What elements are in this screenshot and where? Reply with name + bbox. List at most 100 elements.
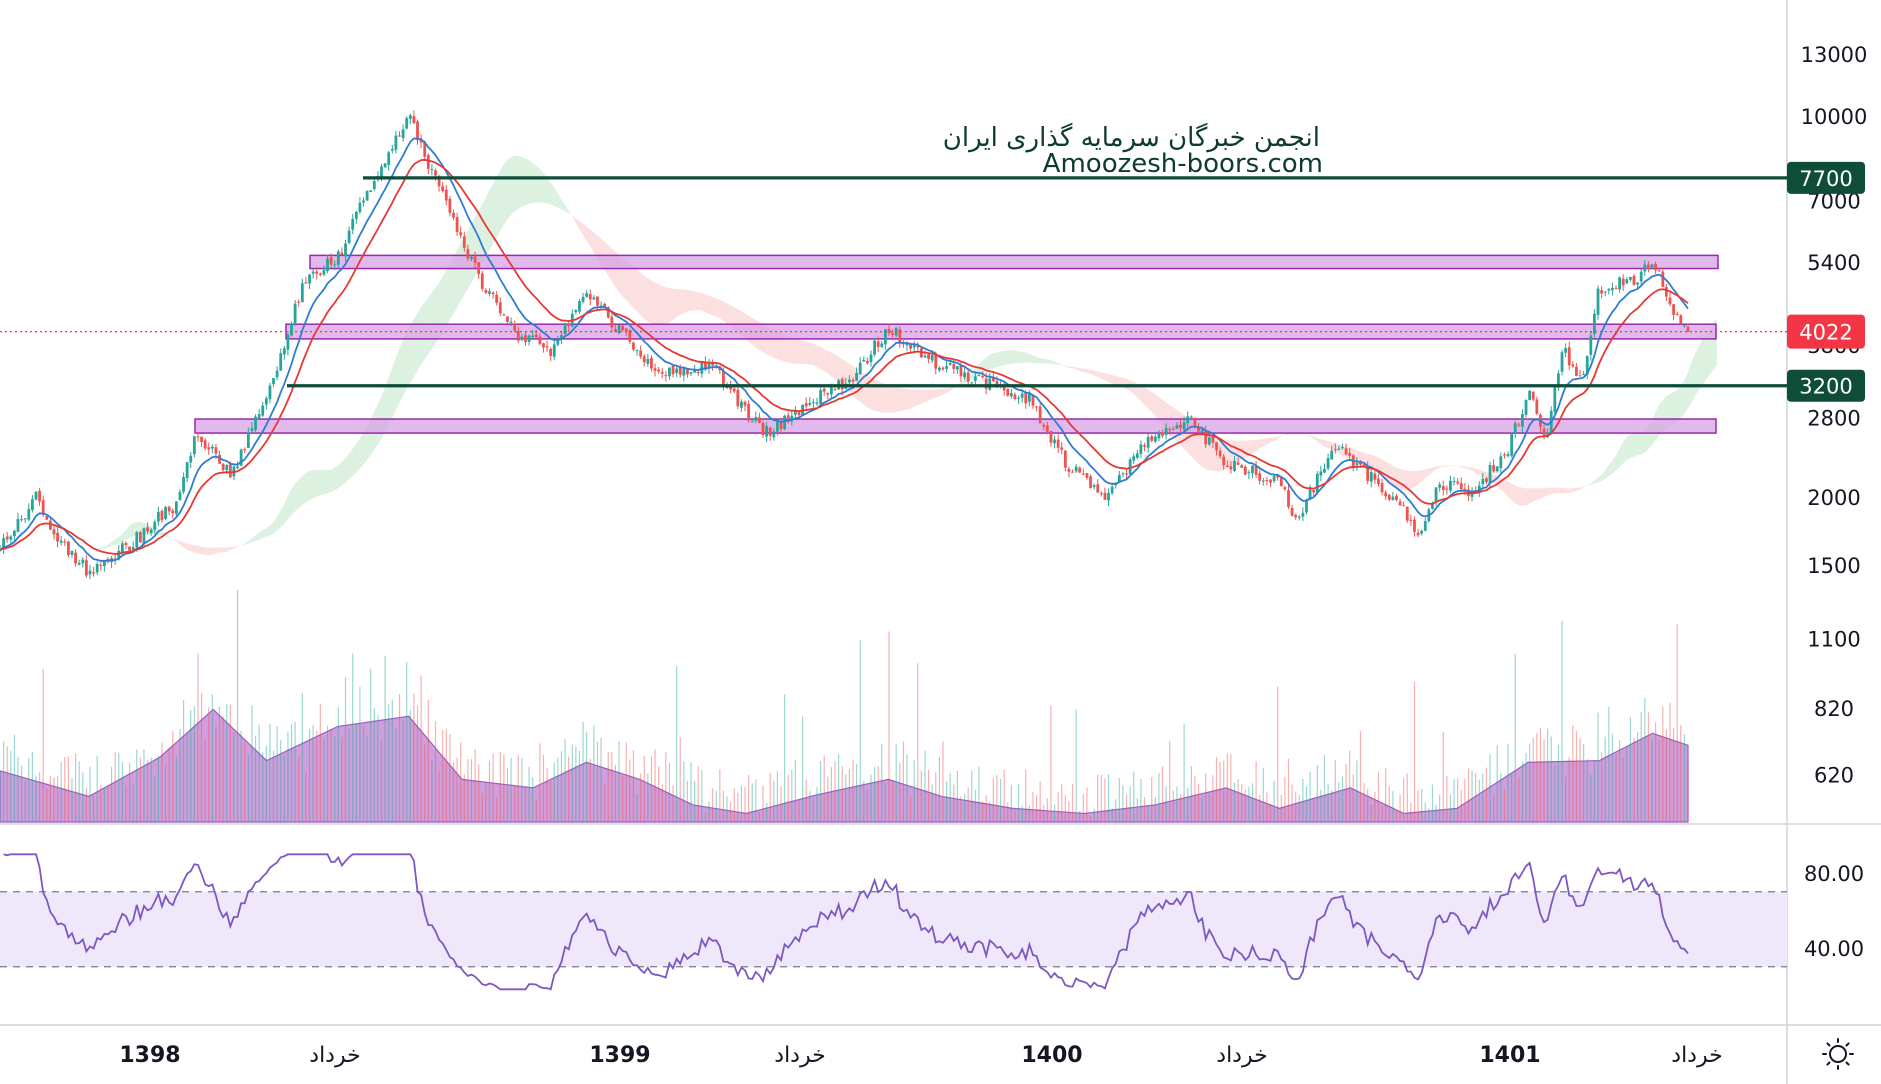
current-price-tag-label: 4022	[1799, 321, 1852, 345]
cloud-segment	[359, 432, 364, 469]
candle-body	[556, 340, 560, 345]
level-price-tag[interactable]	[1787, 369, 1865, 402]
cloud-segment	[1407, 470, 1411, 491]
price-zone[interactable]	[194, 418, 1717, 434]
cloud-segment	[817, 345, 821, 370]
candle-body	[1445, 488, 1449, 490]
candle-body	[34, 491, 38, 500]
candle-body	[1575, 366, 1578, 376]
settings-sun-icon[interactable]	[1822, 1038, 1854, 1070]
price-zone[interactable]	[309, 254, 1719, 270]
candle-body	[1452, 481, 1456, 483]
candle-body	[1164, 427, 1168, 436]
candle-body	[977, 374, 981, 376]
cloud-segment	[723, 301, 728, 324]
candle-body	[1542, 428, 1546, 436]
candle-body	[642, 356, 646, 363]
candle-body	[5, 536, 9, 540]
time-axis[interactable]: 1398 خرداد 1399 خرداد 1400 خرداد 1401 خرداد	[119, 1043, 1722, 1068]
cloud-segment	[493, 177, 497, 244]
rsi-tick-label: 40.00	[1804, 937, 1864, 961]
level-price-tag[interactable]	[1787, 161, 1865, 194]
cloud-segment	[1072, 366, 1077, 370]
candle-body	[1297, 516, 1301, 518]
candle-body	[45, 516, 49, 520]
cloud-segment	[201, 546, 206, 555]
cloud-segment	[457, 242, 461, 308]
cloud-segment	[550, 182, 555, 206]
candle-body	[1323, 468, 1326, 473]
candle-body	[120, 543, 124, 553]
candle-body	[1553, 387, 1557, 412]
candle-body	[1128, 459, 1132, 475]
candle-body	[164, 507, 167, 519]
candle-body	[830, 387, 833, 395]
candle-body	[1611, 287, 1614, 291]
cloud-segment	[1436, 466, 1440, 470]
candle-body	[1665, 287, 1668, 297]
candle-body	[1139, 444, 1143, 454]
cloud-segment	[547, 177, 551, 205]
cloud-segment	[1277, 435, 1282, 439]
cloud-segment	[1047, 359, 1051, 364]
candle-body	[574, 310, 578, 313]
cloud-segment	[349, 448, 353, 480]
cloud-segment	[849, 363, 853, 395]
cloud-segment	[1266, 437, 1271, 445]
candle-body	[714, 365, 718, 367]
candle-body	[1585, 356, 1589, 375]
cloud-segment	[284, 495, 288, 524]
candle-body	[534, 334, 538, 337]
candle-body	[736, 389, 740, 407]
candle-body	[1431, 503, 1434, 509]
candle-body	[653, 368, 657, 371]
candle-body	[1391, 496, 1395, 500]
cloud-segment	[1259, 438, 1264, 449]
cloud-segment	[942, 388, 947, 395]
candle-body	[790, 415, 794, 422]
candle-body	[1560, 352, 1564, 372]
candle-body	[455, 217, 459, 233]
candle-body	[1254, 465, 1258, 476]
candle-body	[981, 375, 984, 378]
candle-body	[1531, 391, 1535, 400]
candle-body	[581, 296, 585, 302]
cloud-segment	[1227, 439, 1231, 469]
candle-body	[883, 329, 887, 345]
cloud-segment	[1256, 439, 1260, 452]
candle-body	[1074, 466, 1078, 472]
candle-body	[88, 570, 92, 575]
candle-body	[1485, 478, 1488, 483]
cloud-segment	[1569, 488, 1573, 493]
candle-body	[855, 372, 858, 381]
candle-body	[1405, 506, 1409, 521]
candle-body	[945, 366, 948, 369]
cloud-segment	[187, 543, 191, 552]
cloud-segment	[590, 229, 594, 253]
cloud-segment	[989, 353, 994, 370]
cloud-segment	[1061, 364, 1066, 367]
candle-body	[596, 296, 599, 306]
cloud-segment	[712, 297, 717, 317]
cloud-segment	[179, 541, 184, 548]
candle-body	[210, 446, 214, 449]
candle-body	[27, 509, 31, 520]
candle-body	[1625, 279, 1629, 284]
candle-body	[923, 355, 927, 358]
candle-body	[459, 232, 463, 236]
cloud-segment	[1310, 435, 1314, 439]
candle-body	[1204, 430, 1208, 445]
cloud-segment	[835, 354, 839, 382]
cloud-segment	[291, 483, 296, 515]
candle-body	[1524, 399, 1528, 415]
horizontal-levels[interactable]	[0, 176, 1787, 388]
cloud-segment	[172, 538, 177, 542]
current-price-tag[interactable]	[1787, 314, 1865, 349]
candle-body	[678, 367, 682, 375]
candle-body	[786, 415, 790, 420]
candle-body	[891, 333, 894, 335]
candle-body	[1384, 492, 1388, 497]
cloud-segment	[1673, 390, 1678, 424]
price-axis[interactable]: 1300010000700054003800280020001500110082…	[1787, 43, 1867, 787]
